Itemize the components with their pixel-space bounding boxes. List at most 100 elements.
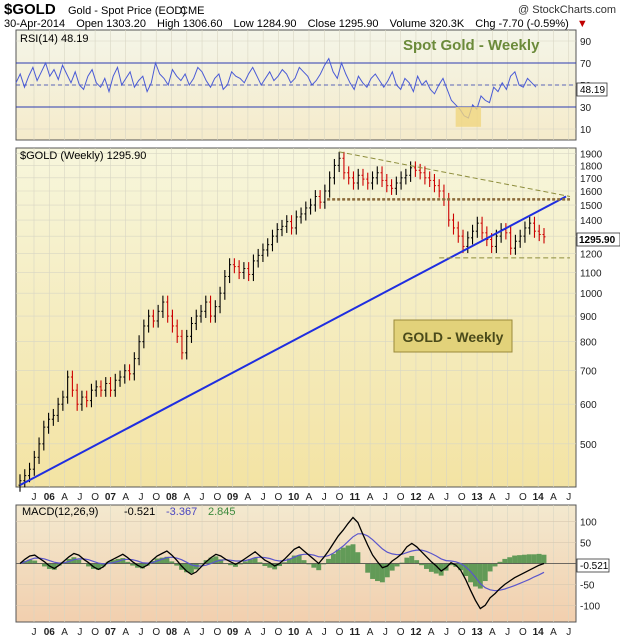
x-tick-label: J: [200, 627, 205, 638]
x-tick-label: O: [397, 492, 405, 503]
x-tick-label: A: [122, 627, 129, 638]
quote-open: Open 1303.20: [76, 18, 146, 30]
macd-histogram-bar: [316, 563, 322, 571]
x-tick-label: A: [61, 492, 68, 503]
quote-date: 30-Apr-2014: [4, 18, 66, 30]
price-y-tick: 1000: [580, 289, 603, 300]
x-tick-label: 09: [227, 627, 239, 638]
x-tick-label: 12: [410, 627, 422, 638]
macd-histogram-bar: [208, 557, 214, 564]
macd-histogram-bar: [311, 563, 317, 568]
macd-histogram-bar: [477, 563, 483, 589]
x-tick-label: O: [152, 492, 160, 503]
x-tick-label: O: [213, 492, 221, 503]
macd-histogram-bar: [213, 556, 219, 564]
macd-histogram-bar: [428, 563, 434, 572]
x-tick-label: J: [200, 492, 205, 503]
macd-histogram-bar: [321, 563, 327, 565]
x-tick-label: O: [91, 627, 99, 638]
macd-histogram-bar: [340, 547, 346, 564]
quote-close: Close 1295.90: [307, 18, 379, 30]
price-y-tick: 900: [580, 312, 597, 323]
x-tick-label: O: [275, 492, 283, 503]
macd-histogram-bar: [330, 553, 336, 564]
price-annotation-text: GOLD - Weekly: [403, 329, 504, 345]
rsi-last-value: 48.19: [580, 85, 605, 96]
macd-histogram-bar: [394, 563, 400, 567]
macd-histogram-bar: [188, 563, 194, 574]
macd-histogram-bar: [482, 563, 488, 582]
x-tick-label: J: [261, 492, 266, 503]
macd-histogram-bar: [379, 563, 385, 583]
macd-histogram-bar: [438, 563, 444, 576]
macd-histogram-bar: [375, 563, 380, 582]
price-y-tick: 500: [580, 440, 597, 451]
x-tick-label: O: [336, 492, 344, 503]
macd-histogram-bar: [86, 563, 92, 567]
x-tick-label: A: [61, 627, 68, 638]
macd-line: [19, 516, 545, 610]
price-y-tick: 1600: [580, 187, 603, 198]
x-tick-label: 07: [105, 627, 117, 638]
x-tick-label: J: [138, 492, 143, 503]
x-tick-label: 10: [288, 627, 300, 638]
macd-histogram-bar: [419, 563, 425, 566]
x-tick-label: 06: [44, 627, 56, 638]
macd-y-tick: 100: [580, 518, 597, 529]
x-tick-label: A: [367, 492, 374, 503]
x-tick-label: O: [213, 627, 221, 638]
macd-histogram-bar: [267, 563, 273, 568]
macd-histogram-bar: [370, 563, 376, 579]
x-tick-label: J: [566, 627, 571, 638]
macd-histogram-bar: [350, 544, 356, 564]
x-tick-label: J: [32, 492, 37, 503]
macd-histogram-bar: [277, 563, 282, 567]
macd-histogram-bar: [71, 557, 77, 564]
x-tick-label: O: [519, 492, 527, 503]
x-tick-label: J: [322, 492, 327, 503]
macd-panel-label: MACD(12,26,9): [22, 506, 98, 518]
macd-histogram-bar: [252, 557, 258, 564]
macd-y-tick: -100: [580, 601, 600, 612]
x-tick-label: A: [489, 627, 496, 638]
macd-histogram-bar: [345, 545, 351, 564]
x-tick-label: J: [505, 492, 510, 503]
quote-low: Low 1284.90: [233, 18, 297, 30]
macd-histogram-bar: [184, 563, 189, 573]
x-tick-label: A: [428, 492, 435, 503]
x-tick-label: 13: [471, 492, 483, 503]
macd-histogram-bar: [95, 563, 101, 570]
x-tick-label: 14: [533, 627, 545, 638]
x-tick-label: 11: [350, 492, 361, 503]
quote-change: Chg -7.70 (-0.59%): [475, 18, 569, 30]
x-tick-label: 09: [227, 492, 239, 503]
rsi-panel-label: RSI(14) 48.19: [20, 33, 88, 45]
x-tick-label: 06: [44, 492, 56, 503]
chart-exchange: CME: [180, 5, 205, 17]
macd-histogram-bar: [355, 552, 361, 564]
price-panel-label: $GOLD (Weekly) 1295.90: [20, 150, 146, 162]
macd-histogram-bar: [42, 563, 47, 567]
macd-histogram-bar: [51, 563, 57, 570]
macd-histogram-bar: [301, 560, 307, 564]
macd-histogram-bar: [409, 555, 415, 564]
price-panel: [15, 147, 577, 488]
price-y-tick: 1900: [580, 150, 603, 161]
macd-histogram-bar: [233, 563, 238, 567]
price-y-tick: 800: [580, 338, 597, 349]
x-tick-label: A: [245, 627, 252, 638]
macd-histogram-bar: [502, 558, 508, 564]
x-tick-label: A: [550, 492, 557, 503]
macd-last-value: -0.521: [580, 561, 609, 572]
macd-histogram-bar: [164, 556, 170, 564]
macd-histogram-bar: [463, 563, 469, 577]
macd-histogram-bar: [458, 563, 464, 571]
macd-histogram-bar: [497, 561, 503, 564]
x-tick-label: 14: [533, 492, 545, 503]
macd-histogram-bar: [487, 563, 493, 572]
quote-volume: Volume 320.3K: [389, 18, 465, 30]
macd-histogram-bar: [169, 561, 175, 564]
macd-histogram-bar: [296, 555, 302, 564]
price-y-tick: 1800: [580, 161, 603, 172]
trendline: [19, 195, 567, 487]
